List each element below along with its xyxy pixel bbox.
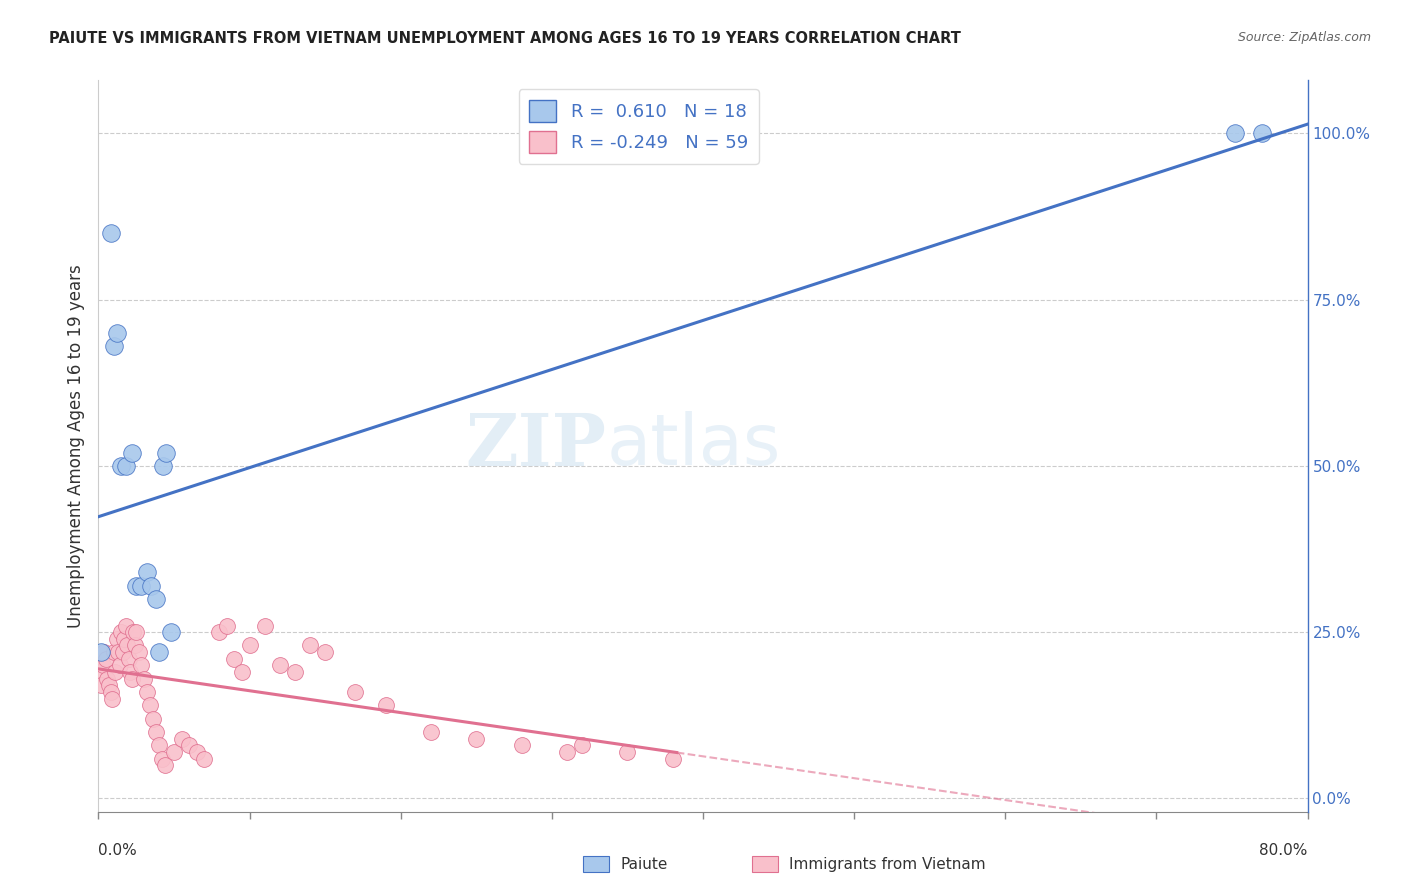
Point (150, 751, 173, 765)
Text: 80.0%: 80.0% (1260, 843, 1308, 858)
Point (128, 645, 150, 659)
Point (93, 645, 115, 659)
Point (89, 665, 111, 679)
Point (105, 326, 128, 340)
Point (374, 698, 396, 713)
Point (208, 625, 231, 640)
Point (170, 731, 193, 746)
Point (420, 725, 443, 739)
Point (148, 738, 170, 752)
Point (129, 579, 152, 593)
Point (103, 645, 125, 659)
Point (110, 625, 132, 640)
Text: atlas: atlas (606, 411, 780, 481)
Point (129, 658, 152, 673)
Point (193, 751, 215, 765)
Point (101, 691, 124, 706)
Point (121, 445, 143, 459)
Point (186, 745, 208, 759)
Point (115, 639, 138, 653)
Point (125, 579, 148, 593)
Point (120, 665, 142, 679)
Point (98, 678, 121, 692)
Point (100, 685, 122, 699)
Point (110, 458, 132, 473)
Point (111, 645, 134, 659)
Point (121, 672, 143, 686)
Point (104, 665, 127, 679)
Point (139, 698, 162, 713)
Point (124, 639, 146, 653)
Point (114, 618, 136, 632)
Text: 0.0%: 0.0% (98, 843, 138, 858)
Point (231, 665, 253, 679)
Point (662, 751, 685, 765)
Text: Immigrants from Vietnam: Immigrants from Vietnam (789, 857, 986, 871)
Point (141, 579, 163, 593)
Point (179, 738, 201, 752)
Point (1223, 127, 1246, 141)
Point (344, 685, 367, 699)
Text: ZIP: ZIP (465, 410, 606, 482)
Legend: R =  0.610   N = 18, R = -0.249   N = 59: R = 0.610 N = 18, R = -0.249 N = 59 (519, 89, 759, 164)
Point (91, 658, 114, 673)
Y-axis label: Unemployment Among Ages 16 to 19 years: Unemployment Among Ages 16 to 19 years (66, 264, 84, 628)
Point (94, 652, 117, 666)
Point (90, 645, 112, 659)
Point (107, 645, 129, 659)
Point (122, 625, 145, 640)
Point (299, 639, 322, 653)
Point (616, 745, 638, 759)
Point (510, 738, 533, 752)
Point (269, 658, 291, 673)
Point (103, 339, 125, 353)
Point (100, 226, 122, 240)
Text: Paiute: Paiute (620, 857, 668, 871)
Point (555, 745, 578, 759)
Point (155, 445, 177, 459)
Point (163, 745, 186, 759)
Point (105, 632, 128, 646)
Point (148, 645, 170, 659)
Point (142, 712, 165, 726)
Point (114, 458, 136, 473)
Point (145, 725, 167, 739)
Point (132, 672, 155, 686)
Point (152, 458, 174, 473)
Point (145, 591, 167, 606)
Point (135, 685, 157, 699)
Point (571, 738, 593, 752)
Point (215, 618, 238, 632)
Point (153, 758, 176, 772)
Point (118, 652, 141, 666)
Point (1251, 127, 1274, 141)
Text: Source: ZipAtlas.com: Source: ZipAtlas.com (1237, 31, 1371, 45)
Point (90, 678, 112, 692)
Point (314, 645, 336, 659)
Point (160, 625, 183, 640)
Point (96, 672, 118, 686)
Point (125, 625, 148, 640)
Point (239, 639, 262, 653)
Point (465, 731, 488, 746)
Point (135, 566, 157, 580)
Point (108, 658, 131, 673)
Point (253, 618, 276, 632)
Text: PAIUTE VS IMMIGRANTS FROM VIETNAM UNEMPLOYMENT AMONG AGES 16 TO 19 YEARS CORRELA: PAIUTE VS IMMIGRANTS FROM VIETNAM UNEMPL… (49, 31, 962, 46)
Point (112, 632, 135, 646)
Point (224, 652, 246, 666)
Point (284, 665, 307, 679)
